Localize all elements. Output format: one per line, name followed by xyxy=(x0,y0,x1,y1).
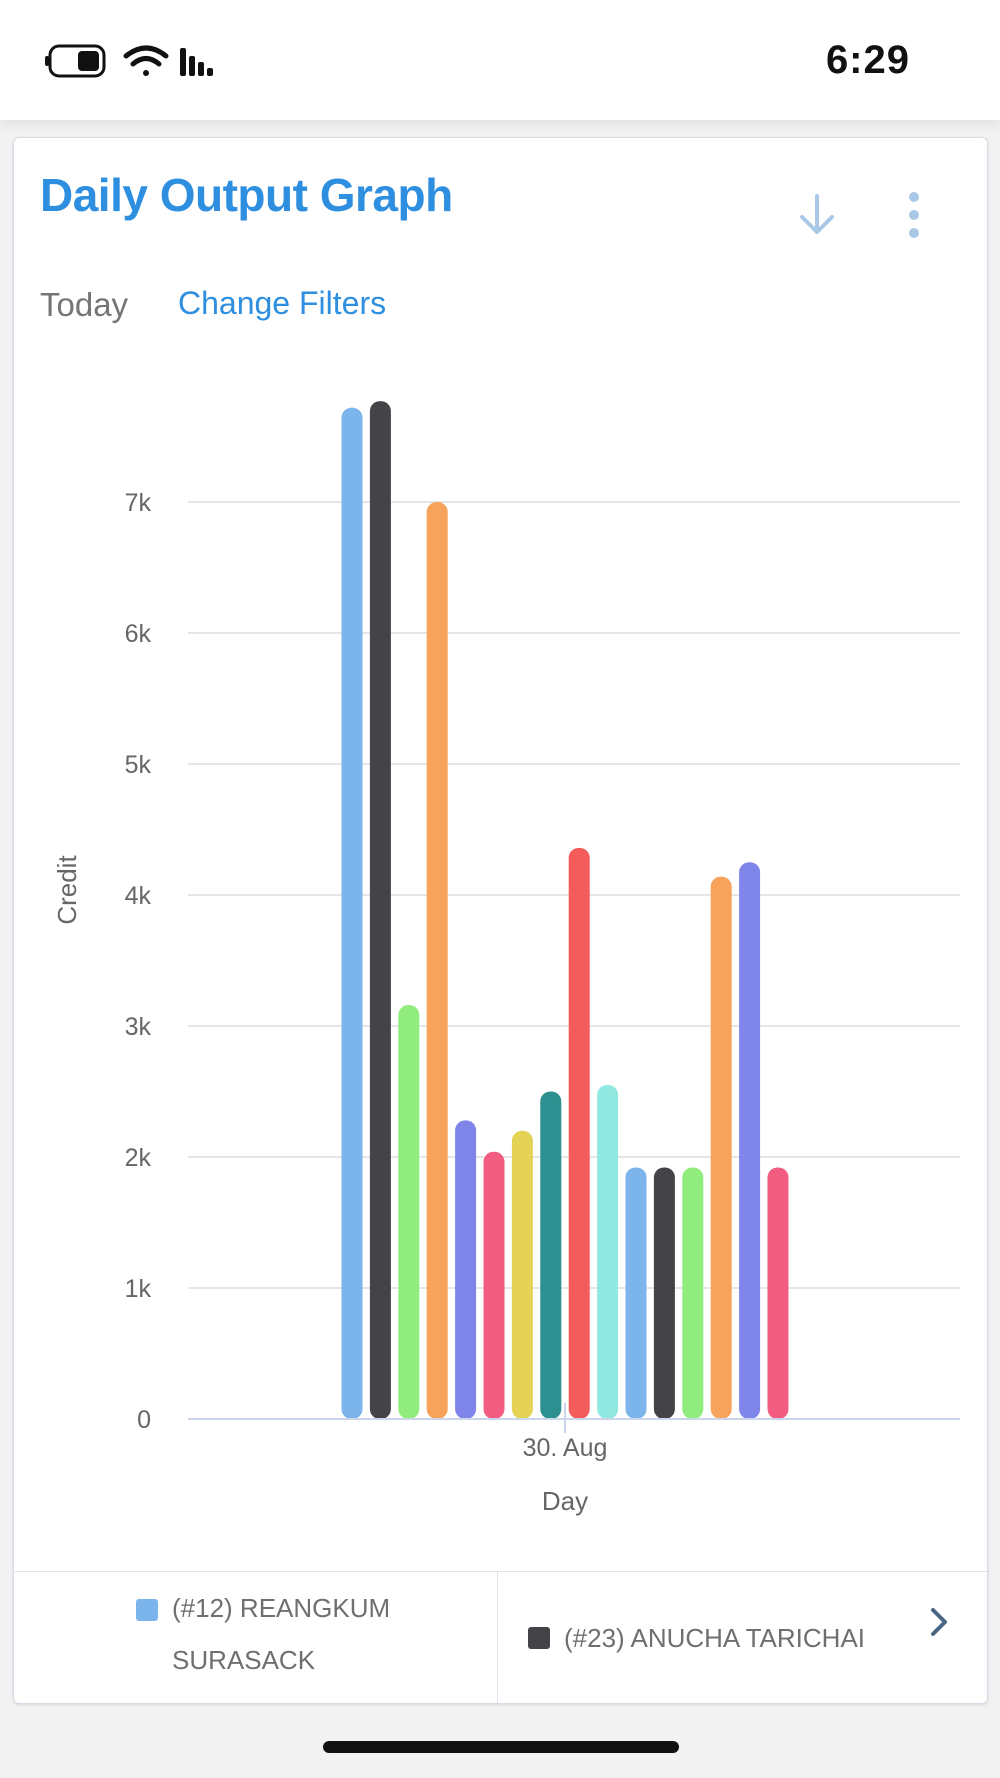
legend-divider xyxy=(497,1572,498,1703)
download-button[interactable] xyxy=(792,190,842,240)
more-vertical-icon xyxy=(909,192,919,238)
status-time: 6:29 xyxy=(825,38,910,82)
bar-13[interactable] xyxy=(682,1167,704,1419)
bar-9[interactable] xyxy=(568,847,590,1419)
bar-14[interactable] xyxy=(710,876,732,1419)
bar-5[interactable] xyxy=(455,1120,477,1419)
battery-icon xyxy=(45,44,106,78)
bar-12[interactable] xyxy=(653,1167,675,1419)
bar-16[interactable] xyxy=(767,1167,789,1419)
y-tick-label: 2k xyxy=(125,1144,152,1172)
legend-swatch xyxy=(136,1599,158,1621)
bars xyxy=(341,401,789,1420)
y-tick-label: 7k xyxy=(125,489,152,517)
grid-lines xyxy=(188,501,960,1289)
home-indicator xyxy=(323,1741,679,1753)
y-tick-label: 0 xyxy=(137,1406,151,1434)
legend-label: (#12) REANGKUM SURASACK xyxy=(172,1593,391,1675)
legend: (#12) REANGKUM SURASACK (#23) ANUCHA TAR… xyxy=(14,1571,987,1703)
arrow-down-icon xyxy=(800,194,834,234)
x-axis-title: Day xyxy=(542,1486,588,1516)
status-icons xyxy=(45,44,213,78)
legend-label: (#23) ANUCHA TARICHAI xyxy=(564,1623,866,1653)
bar-3[interactable] xyxy=(398,1005,420,1419)
bar-chart: 0 1k 2k 3k 4k 5k 6k 7k 30. Aug Day Credit xyxy=(52,401,960,1516)
y-tick-label: 3k xyxy=(125,1013,152,1041)
y-axis-title: Credit xyxy=(52,855,82,925)
x-tick-label: 30. Aug xyxy=(523,1434,608,1462)
change-filters-link[interactable]: Change Filters xyxy=(178,285,387,321)
y-tick-label: 5k xyxy=(125,751,152,779)
y-axis-tick-labels: 0 1k 2k 3k 4k 5k 6k 7k xyxy=(125,489,152,1434)
bar-8[interactable] xyxy=(540,1091,562,1420)
legend-swatch xyxy=(528,1627,550,1649)
menu-button[interactable] xyxy=(899,190,929,240)
signal-icon xyxy=(180,48,213,76)
bar-2[interactable] xyxy=(369,401,391,1419)
bar-15[interactable] xyxy=(739,862,761,1419)
y-tick-label: 4k xyxy=(125,882,152,910)
legend-item-series-2[interactable]: (#23) ANUCHA TARICHAI xyxy=(528,1612,908,1664)
bar-4[interactable] xyxy=(426,502,448,1419)
status-bar: 6:29 xyxy=(0,0,1000,120)
wifi-icon xyxy=(123,45,169,76)
y-tick-label: 6k xyxy=(125,620,152,648)
y-tick-label: 1k xyxy=(125,1275,152,1303)
chart-title: Daily Output Graph xyxy=(40,169,453,221)
chart-card: Daily Output Graph Today Change Filters … xyxy=(13,137,988,1704)
chevron-right-icon xyxy=(931,1608,947,1636)
period-label: Today xyxy=(40,286,129,323)
legend-next-button[interactable] xyxy=(924,1602,954,1642)
bar-10[interactable] xyxy=(597,1084,619,1419)
legend-item-series-1[interactable]: (#12) REANGKUM SURASACK xyxy=(136,1582,436,1692)
bar-1[interactable] xyxy=(341,407,363,1419)
bar-7[interactable] xyxy=(511,1130,533,1419)
bar-6[interactable] xyxy=(483,1151,505,1419)
bar-11[interactable] xyxy=(625,1167,647,1419)
